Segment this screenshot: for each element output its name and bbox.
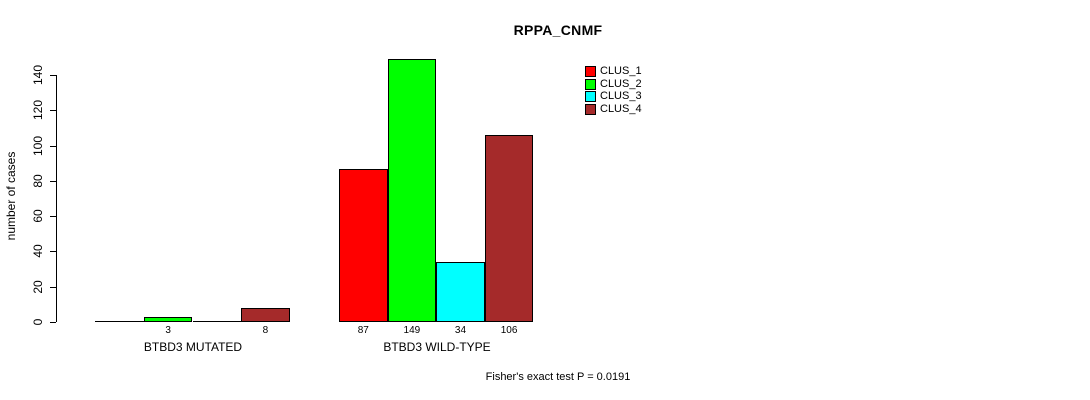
legend: CLUS_1 CLUS_2 CLUS_3 CLUS_4 bbox=[585, 65, 642, 116]
legend-item-CLUS_4: CLUS_4 bbox=[585, 103, 642, 116]
legend-label-CLUS_1: CLUS_1 bbox=[600, 64, 642, 77]
y-tick-mark-120 bbox=[50, 110, 56, 112]
y-axis-line bbox=[56, 75, 57, 322]
x-group-label-wildtype: BTBD3 WILD-TYPE bbox=[383, 340, 491, 354]
bar-value-label-CLUS_3-group1: 34 bbox=[454, 325, 467, 336]
bar-CLUS_2-group1 bbox=[387, 59, 437, 322]
bar-value-label-CLUS_2-group1: 149 bbox=[403, 325, 421, 336]
zero-bar-CLUS_3-group0 bbox=[192, 321, 242, 322]
bar-value-label-CLUS_4-group1: 106 bbox=[500, 325, 518, 336]
legend-color-swatch-CLUS_4 bbox=[585, 104, 596, 116]
legend-label-CLUS_3: CLUS_3 bbox=[600, 90, 642, 103]
y-tick-mark-100 bbox=[50, 145, 56, 147]
bar-value-label-CLUS_2-group0: 3 bbox=[165, 325, 171, 336]
legend-item-CLUS_3: CLUS_3 bbox=[585, 91, 642, 104]
bar-CLUS_2-group0 bbox=[143, 316, 193, 322]
y-tick-mark-60 bbox=[50, 216, 56, 218]
zero-bar-CLUS_1-group0 bbox=[95, 321, 144, 322]
bar-CLUS_4-group0 bbox=[241, 307, 290, 322]
legend-label-CLUS_4: CLUS_4 bbox=[600, 103, 642, 116]
bar-CLUS_4-group1 bbox=[484, 134, 534, 322]
chart-title: RPPA_CNMF bbox=[513, 22, 603, 38]
y-tick-mark-80 bbox=[50, 180, 56, 182]
legend-color-swatch-CLUS_1 bbox=[585, 65, 596, 77]
x-group-label-mutated: BTBD3 MUTATED bbox=[143, 340, 243, 354]
legend-label-CLUS_2: CLUS_2 bbox=[600, 77, 642, 90]
bar-CLUS_1-group1 bbox=[339, 168, 388, 322]
bar-value-label-CLUS_1-group1: 87 bbox=[357, 325, 369, 336]
caption-fishers-exact-test: Fisher's exact test P = 0.0191 bbox=[485, 371, 631, 383]
legend-color-swatch-CLUS_2 bbox=[585, 78, 596, 90]
bar-value-label-CLUS_4-group0: 8 bbox=[262, 325, 269, 336]
y-tick-mark-140 bbox=[50, 75, 56, 76]
bar-CLUS_3-group1 bbox=[436, 262, 485, 322]
y-tick-mark-40 bbox=[50, 251, 56, 253]
legend-color-swatch-CLUS_3 bbox=[585, 91, 596, 103]
y-tick-mark-20 bbox=[50, 286, 56, 288]
legend-item-CLUS_1: CLUS_1 bbox=[585, 65, 642, 78]
legend-item-CLUS_2: CLUS_2 bbox=[585, 78, 642, 91]
y-tick-mark-0 bbox=[50, 322, 56, 323]
